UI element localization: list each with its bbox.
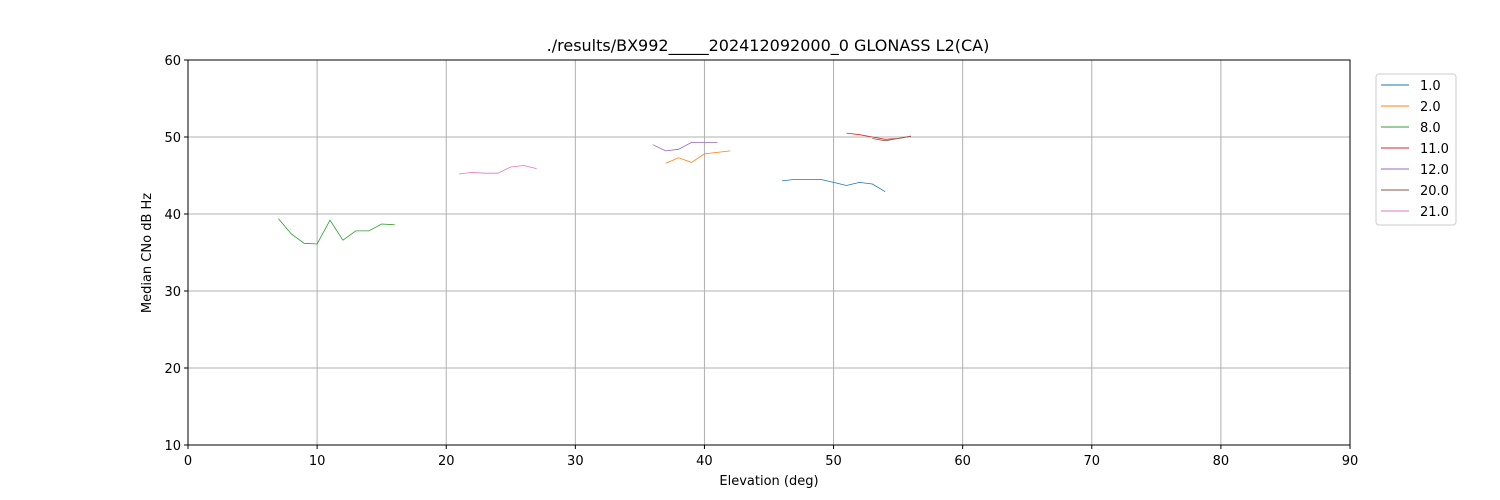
legend-label: 12.0 (1420, 163, 1449, 178)
y-tick-label: 20 (164, 362, 181, 377)
x-tick-label: 30 (567, 454, 584, 469)
x-tick-label: 70 (1084, 454, 1101, 469)
series-line-11.0 (846, 132, 912, 140)
series-line-2.0 (665, 150, 731, 164)
legend-label: 20.0 (1420, 184, 1449, 199)
grid (187, 59, 1351, 446)
x-tick-label: 40 (696, 454, 713, 469)
series-line-21.0 (459, 165, 537, 175)
y-tick-label: 30 (164, 285, 181, 300)
legend-box (1375, 73, 1457, 226)
x-tick-label: 50 (825, 454, 842, 469)
y-tick-label: 40 (164, 208, 181, 223)
x-tick-label: 80 (1213, 454, 1230, 469)
plot-frame (187, 59, 1351, 446)
y-tick-label: 50 (164, 131, 181, 146)
series-line-8.0 (278, 218, 395, 245)
x-axis-label: Elevation (deg) (719, 474, 818, 489)
legend-label: 8.0 (1420, 121, 1441, 136)
x-tick-label: 0 (184, 454, 192, 469)
x-axis: 0 10 20 30 40 50 60 70 80 90 (184, 445, 1358, 469)
legend-label: 21.0 (1420, 205, 1449, 220)
y-axis-label: Median CNo dB Hz (140, 193, 155, 313)
chart-title: ./results/BX992_____202412092000_0 GLONA… (547, 36, 990, 56)
legend-label: 11.0 (1420, 142, 1449, 157)
y-axis: 10 20 30 40 50 60 (164, 54, 188, 454)
legend: 1.0 2.0 8.0 11.0 12.0 20.0 21.0 (1375, 73, 1457, 226)
series-line-20.0 (872, 135, 912, 142)
series-layer (278, 132, 912, 245)
x-tick-label: 60 (954, 454, 971, 469)
x-tick-label: 90 (1342, 454, 1359, 469)
x-tick-label: 20 (438, 454, 455, 469)
legend-label: 2.0 (1420, 100, 1441, 115)
y-tick-label: 10 (164, 439, 181, 454)
series-line-1.0 (781, 178, 886, 193)
legend-label: 1.0 (1420, 79, 1441, 94)
y-tick-label: 60 (164, 54, 181, 69)
series-line-12.0 (652, 141, 718, 152)
x-tick-label: 10 (309, 454, 326, 469)
